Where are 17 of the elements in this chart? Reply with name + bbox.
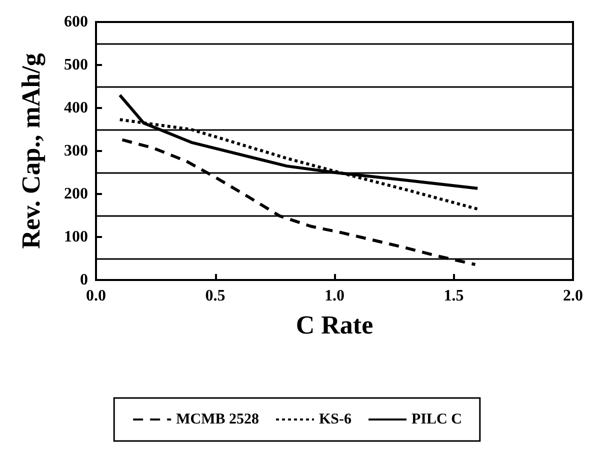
x-tick-label: 2.0	[563, 288, 583, 304]
legend-label: MCMB 2528	[176, 412, 259, 428]
y-tick-label: 500	[64, 56, 88, 74]
y-tick-label: 400	[64, 100, 88, 116]
legend-label: KS-6	[318, 412, 352, 428]
y-tick-label: 300	[64, 142, 88, 160]
x-tick-label: 1.5	[444, 288, 464, 304]
x-axis-title: C Rate	[296, 310, 374, 340]
y-axis-title: Rev. Cap., mAh/g	[16, 53, 46, 249]
y-tick-label: 200	[64, 186, 88, 202]
x-tick-label: 1.0	[324, 288, 344, 304]
x-tick-label: 0.5	[205, 288, 226, 304]
y-tick-label: 600	[64, 14, 88, 30]
x-tick-label: 0.0	[86, 288, 106, 304]
legend-label: PILC C	[411, 412, 462, 428]
y-tick-label: 0	[80, 272, 88, 288]
y-tick-label: 100	[64, 228, 88, 246]
